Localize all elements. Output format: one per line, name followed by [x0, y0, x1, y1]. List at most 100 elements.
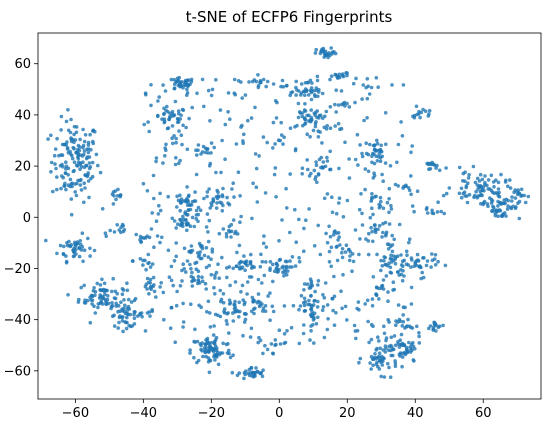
scatter-point	[150, 211, 154, 215]
scatter-point	[483, 182, 487, 187]
scatter-point	[375, 360, 379, 365]
scatter-point	[225, 322, 229, 326]
scatter-point	[252, 78, 257, 82]
scatter-point	[66, 293, 70, 297]
scatter-point	[237, 267, 242, 271]
scatter-point	[252, 299, 257, 303]
scatter-point	[193, 327, 197, 332]
scatter-point	[308, 284, 313, 288]
scatter-point	[212, 145, 216, 150]
scatter-point	[156, 99, 160, 103]
scatter-point	[87, 161, 92, 165]
scatter-point	[154, 295, 158, 299]
scatter-point	[488, 196, 492, 200]
scatter-point	[302, 226, 306, 231]
scatter-point	[379, 268, 383, 273]
scatter-point	[515, 190, 520, 194]
scatter-point	[425, 211, 430, 215]
scatter-point	[387, 320, 391, 324]
scatter-point	[444, 166, 448, 170]
scatter-point	[66, 128, 71, 133]
scatter-point	[379, 374, 384, 379]
scatter-point	[196, 278, 201, 282]
scatter-point	[340, 255, 345, 260]
scatter-point	[430, 208, 434, 213]
scatter-point	[206, 255, 211, 259]
scatter-point	[208, 325, 213, 329]
scatter-point	[177, 129, 181, 133]
scatter-point	[161, 83, 165, 87]
scatter-point	[271, 279, 275, 284]
scatter-point	[341, 215, 346, 219]
scatter-point	[155, 234, 160, 238]
scatter-point	[273, 166, 278, 170]
scatter-point	[328, 77, 332, 82]
scatter-point	[49, 170, 53, 174]
scatter-point	[463, 194, 468, 198]
scatter-point	[174, 303, 179, 308]
scatter-point	[321, 293, 325, 297]
scatter-point	[343, 304, 348, 309]
scatter-point	[147, 129, 151, 134]
scatter-point	[437, 168, 442, 173]
scatter-point	[363, 187, 367, 192]
scatter-point	[297, 259, 302, 264]
scatter-point	[98, 288, 102, 292]
scatter-point	[504, 214, 508, 218]
scatter-point	[427, 108, 432, 113]
scatter-point	[55, 175, 59, 179]
y-tick-label: 60	[14, 57, 31, 72]
scatter-point	[203, 281, 208, 286]
scatter-point	[325, 159, 330, 163]
scatter-point	[386, 290, 390, 294]
scatter-point	[436, 200, 440, 204]
scatter-point	[188, 262, 192, 267]
scatter-point	[365, 77, 370, 81]
scatter-point	[405, 253, 409, 257]
scatter-point	[61, 165, 65, 169]
scatter-point	[387, 197, 391, 201]
scatter-point	[340, 73, 345, 78]
y-axis: −60 −40 −20 0 20 40 60	[4, 57, 38, 379]
scatter-point	[220, 194, 225, 199]
scatter-point	[350, 269, 354, 274]
scatter-point	[306, 80, 310, 85]
scatter-point	[194, 172, 199, 177]
scatter-point	[312, 244, 317, 248]
scatter-point	[243, 268, 247, 273]
scatter-point	[386, 299, 390, 304]
scatter-point	[227, 228, 231, 233]
scatter-point	[369, 225, 373, 230]
scatter-point	[231, 266, 235, 271]
scatter-point	[82, 283, 86, 288]
scatter-point	[382, 259, 386, 263]
scatter-point	[294, 93, 298, 97]
scatter-point	[185, 259, 190, 263]
scatter-point	[415, 252, 420, 257]
scatter-point	[387, 222, 392, 226]
scatter-point	[444, 191, 449, 196]
scatter-point	[206, 88, 211, 93]
scatter-point	[356, 300, 361, 304]
scatter-point	[49, 133, 53, 138]
scatter-point	[158, 285, 162, 289]
scatter-point	[141, 263, 145, 267]
scatter-point	[288, 126, 293, 130]
scatter-point	[387, 210, 391, 215]
scatter-point	[282, 304, 287, 308]
scatter-point	[64, 160, 68, 164]
scatter-point	[350, 252, 355, 256]
scatter-point	[221, 292, 226, 296]
scatter-point	[169, 77, 174, 82]
scatter-point	[256, 292, 261, 296]
scatter-point	[384, 230, 389, 235]
scatter-point	[337, 235, 342, 239]
scatter-point	[430, 252, 434, 256]
scatter-point	[213, 358, 217, 362]
scatter-point	[193, 190, 197, 194]
scatter-point	[182, 246, 187, 251]
scatter-point	[320, 91, 325, 96]
scatter-point	[181, 325, 185, 329]
scatter-point	[250, 370, 255, 375]
